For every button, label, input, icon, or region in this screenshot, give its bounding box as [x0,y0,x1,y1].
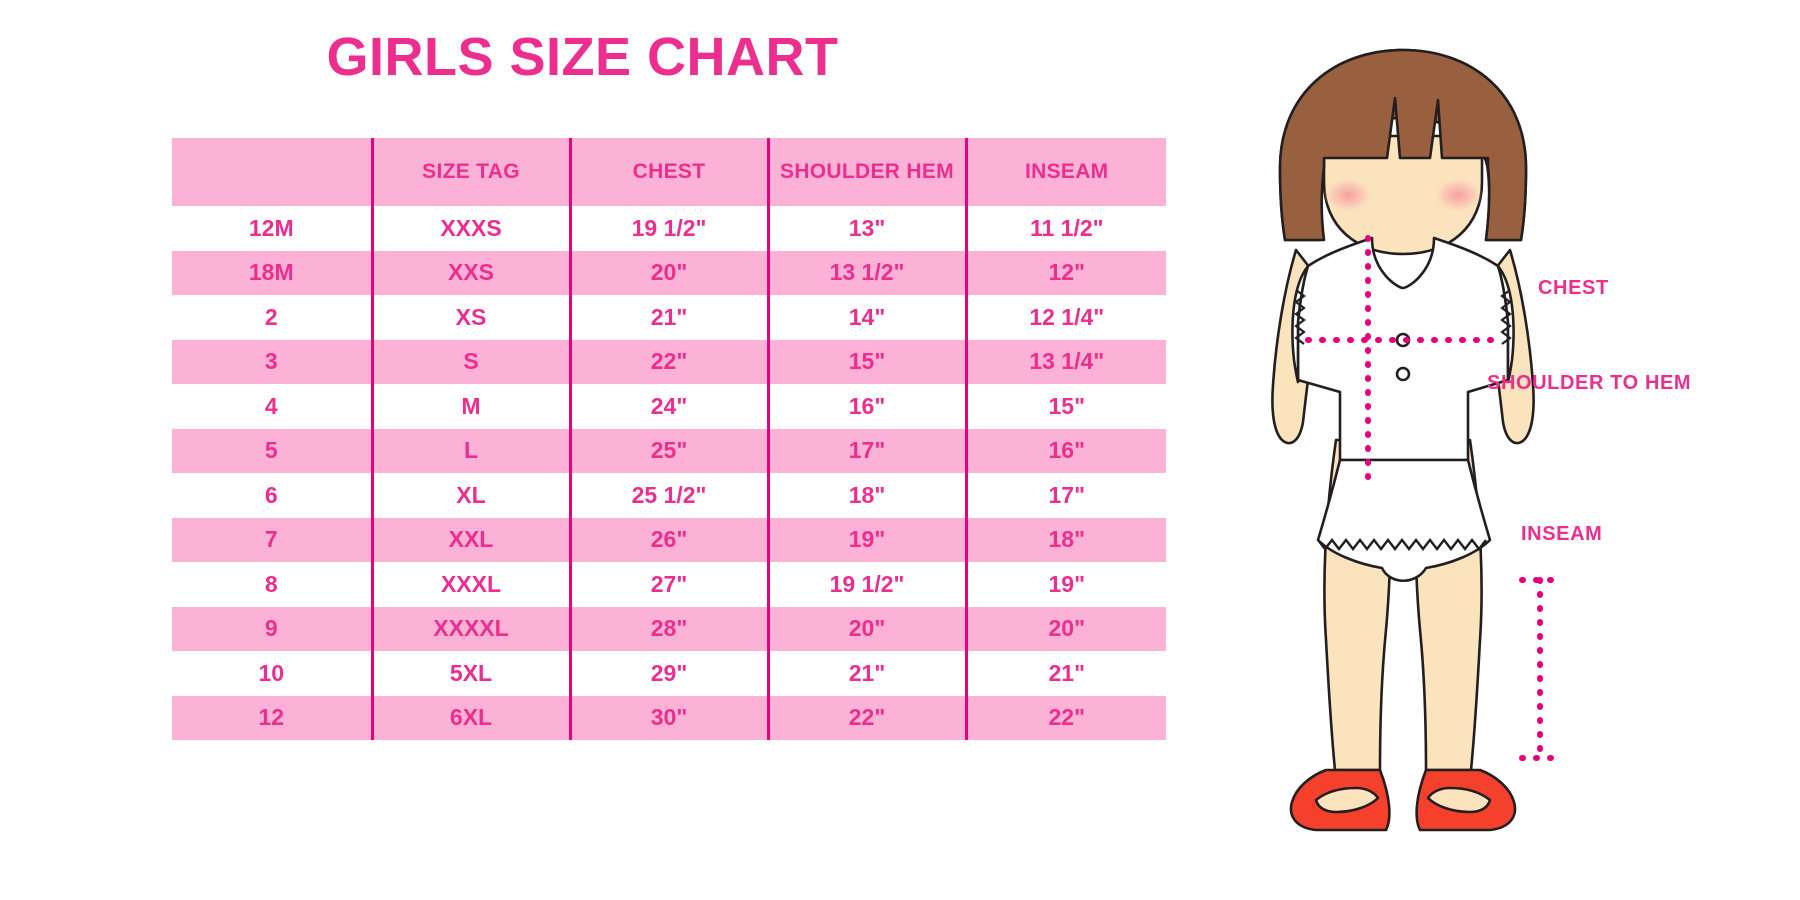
cell-size: 18M [172,250,372,295]
cell-size-tag: XL [370,473,570,518]
cell-size: 12 [172,695,372,740]
cell-size-tag: S [370,339,570,384]
cell-size: 8 [172,562,372,607]
cell-size: 10 [172,651,372,696]
blush-left [1323,177,1373,213]
cell-chest: 29" [568,651,768,696]
column-header-inseam: INSEAM [964,138,1166,206]
cell-inseam: 18" [964,517,1166,562]
cell-size: 7 [172,517,372,562]
cell-shoulder-hem: 14" [766,295,966,340]
cell-size-tag: M [370,384,570,429]
cell-inseam: 12 1/4" [964,295,1166,340]
cell-size: 5 [172,428,372,473]
cell-size: 6 [172,473,372,518]
table-body: 12M XXXS 19 1/2" 13" 11 1/2" 18M XXS 20" 13 1/2"… [172,206,1166,740]
cell-size-tag: XXS [370,250,570,295]
cell-size: 4 [172,384,372,429]
cell-size: 2 [172,295,372,340]
sleeve-ruffle-left [1294,289,1306,345]
table-row: 8 XXXL 27" 19 1/2" 19" [172,562,1166,607]
cell-size-tag: XXXS [370,206,570,251]
cell-inseam: 15" [964,384,1166,429]
cell-inseam: 16" [964,428,1166,473]
table-row: 7 XXL 26" 19" 18" [172,517,1166,562]
cell-size: 12M [172,206,372,251]
girl-figure-illustration [1240,40,1800,870]
table-row: 18M XXS 20" 13 1/2" 12" [172,250,1166,295]
cell-shoulder-hem: 19" [766,517,966,562]
cell-shoulder-hem: 13 1/2" [766,250,966,295]
table-row: 5 L 25" 17" 16" [172,428,1166,473]
cell-inseam: 22" [964,695,1166,740]
cell-shoulder-hem: 22" [766,695,966,740]
cell-inseam: 12" [964,250,1166,295]
cell-size-tag: 5XL [370,651,570,696]
cell-size-tag: L [370,428,570,473]
table-row: 3 S 22" 15" 13 1/4" [172,339,1166,384]
cell-inseam: 21" [964,651,1166,696]
cell-chest: 26" [568,517,768,562]
skirt [1316,458,1492,582]
cell-chest: 25" [568,428,768,473]
cell-inseam: 13 1/4" [964,339,1166,384]
cell-inseam: 20" [964,606,1166,651]
size-chart-table: SIZE TAG CHEST SHOULDER HEM INSEAM 12M XX… [172,138,1166,740]
sleeve-ruffle-right [1500,289,1512,345]
cell-shoulder-hem: 20" [766,606,966,651]
blush-right [1433,177,1483,213]
hair-fringe [1278,48,1528,242]
cell-chest: 28" [568,606,768,651]
cell-chest: 22" [568,339,768,384]
table-row: 2 XS 21" 14" 12 1/4" [172,295,1166,340]
cell-shoulder-hem: 13" [766,206,966,251]
blouse [1296,236,1510,462]
cell-chest: 21" [568,295,768,340]
cell-size: 9 [172,606,372,651]
column-header-size-tag: SIZE TAG [370,138,570,206]
measurement-label-chest: CHEST [1538,277,1609,299]
cell-inseam: 11 1/2" [964,206,1166,251]
cell-size-tag: XS [370,295,570,340]
table-header: SIZE TAG CHEST SHOULDER HEM INSEAM [172,138,1166,206]
cell-chest: 20" [568,250,768,295]
measurement-label-shoulder-to-hem: SHOULDER TO HEM [1487,372,1692,394]
cell-shoulder-hem: 17" [766,428,966,473]
shoe-strap-left [1314,786,1380,814]
table-row: 4 M 24" 16" 15" [172,384,1166,429]
cell-chest: 24" [568,384,768,429]
cell-size-tag: XXL [370,517,570,562]
table-row: 12M XXXS 19 1/2" 13" 11 1/2" [172,206,1166,251]
page-title: GIRLS SIZE CHART [326,27,839,87]
shoe-strap-right [1426,786,1492,814]
table-row: 9 XXXXL 28" 20" 20" [172,606,1166,651]
cell-shoulder-hem: 19 1/2" [766,562,966,607]
cell-inseam: 19" [964,562,1166,607]
cell-shoulder-hem: 21" [766,651,966,696]
column-header-shoulder-hem: SHOULDER HEM [766,138,966,206]
cell-inseam: 17" [964,473,1166,518]
table-header-row: SIZE TAG CHEST SHOULDER HEM INSEAM [172,138,1166,206]
cell-size: 3 [172,339,372,384]
cell-chest: 30" [568,695,768,740]
table-row: 10 5XL 29" 21" 21" [172,651,1166,696]
button-bottom [1395,366,1411,382]
measurement-label-inseam: INSEAM [1521,523,1603,545]
cell-size-tag: 6XL [370,695,570,740]
cell-chest: 25 1/2" [568,473,768,518]
table-row: 6 XL 25 1/2" 18" 17" [172,473,1166,518]
column-header-size [172,138,372,206]
table-row: 12 6XL 30" 22" 22" [172,695,1166,740]
skirt-ruffle [1317,538,1487,551]
cell-chest: 27" [568,562,768,607]
size-chart-table-container: SIZE TAG CHEST SHOULDER HEM INSEAM 12M XX… [172,138,1166,740]
cell-size-tag: XXXXL [370,606,570,651]
cell-shoulder-hem: 15" [766,339,966,384]
cell-shoulder-hem: 18" [766,473,966,518]
cell-shoulder-hem: 16" [766,384,966,429]
column-header-chest: CHEST [568,138,768,206]
cell-size-tag: XXXL [370,562,570,607]
cell-chest: 19 1/2" [568,206,768,251]
